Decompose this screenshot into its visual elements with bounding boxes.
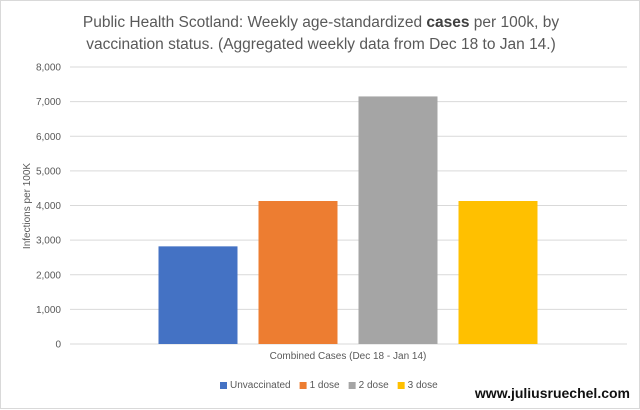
legend: Unvaccinated 1 dose 2 dose 3 dose bbox=[220, 380, 438, 391]
bar-unvaccinated bbox=[158, 246, 238, 344]
y-tick-label: 1,000 bbox=[36, 305, 61, 316]
gridlines bbox=[70, 66, 627, 345]
y-axis-tick-labels: 0 1,000 2,000 3,000 4,000 5,000 6,000 7,000 8,00… bbox=[36, 63, 61, 351]
title-bold-word: cases bbox=[426, 14, 469, 31]
title-suffix: per 100k, by bbox=[470, 14, 560, 31]
y-tick-label: 6,000 bbox=[36, 132, 61, 143]
y-tick-label: 4,000 bbox=[36, 201, 61, 212]
legend-label: 2 dose bbox=[359, 380, 389, 391]
legend-label: Unvaccinated bbox=[230, 380, 291, 391]
y-tick-label: 5,000 bbox=[36, 166, 61, 177]
bar-3-dose bbox=[458, 200, 538, 344]
chart-title-line-1: Public Health Scotland: Weekly age-stand… bbox=[83, 14, 559, 31]
bars bbox=[158, 96, 538, 345]
bar-1-dose bbox=[258, 200, 338, 344]
watermark-text: www.juliusruechel.com bbox=[474, 385, 630, 401]
y-axis-title: Infections per 100K bbox=[22, 163, 33, 249]
legend-swatch bbox=[397, 382, 405, 389]
y-tick-label: 2,000 bbox=[36, 270, 61, 281]
legend-label: 1 dose bbox=[310, 380, 340, 391]
y-tick-label: 8,000 bbox=[36, 63, 61, 74]
y-tick-label: 7,000 bbox=[36, 97, 61, 108]
legend-label: 3 dose bbox=[408, 380, 438, 391]
bar-2-dose bbox=[358, 96, 438, 345]
title-prefix: Public Health Scotland: Weekly age-stand… bbox=[83, 14, 427, 31]
x-axis-category-label: Combined Cases (Dec 18 - Jan 14) bbox=[270, 351, 427, 362]
legend-swatch bbox=[299, 382, 307, 389]
legend-swatch bbox=[348, 382, 356, 389]
y-tick-label: 0 bbox=[55, 340, 61, 351]
chart-title-line-2: vaccination status. (Aggregated weekly d… bbox=[86, 36, 556, 53]
legend-swatch bbox=[220, 382, 227, 389]
y-tick-label: 3,000 bbox=[36, 236, 61, 247]
